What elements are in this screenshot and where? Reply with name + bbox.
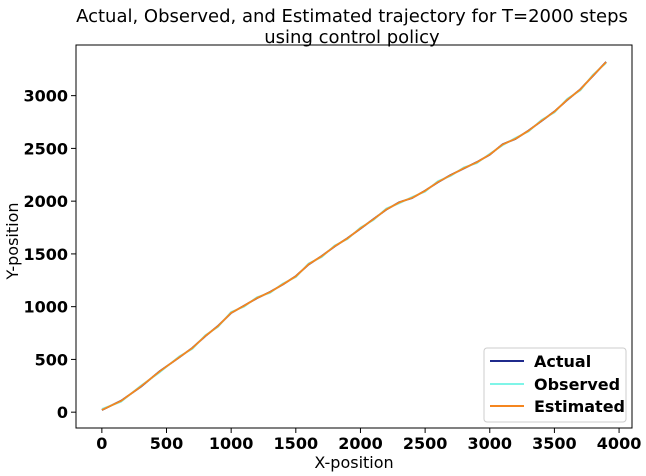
series-lines <box>101 61 607 411</box>
y-tick-label: 0 <box>57 403 68 422</box>
legend-box <box>483 347 627 423</box>
legend: Actual Observed Estimated <box>483 347 627 423</box>
x-tick-label: 1000 <box>209 434 254 453</box>
chart-subtitle: using control policy <box>264 27 440 48</box>
x-tick-label: 2500 <box>403 434 448 453</box>
x-tick-label: 500 <box>150 434 183 453</box>
chart-title: Actual, Observed, and Estimated trajecto… <box>76 6 628 27</box>
x-tick-label: 0 <box>96 434 107 453</box>
x-tick-label: 3000 <box>468 434 513 453</box>
x-tick-label: 1500 <box>274 434 319 453</box>
legend-label-actual: Actual <box>534 352 591 371</box>
series-line-estimated <box>101 61 607 411</box>
y-tick-label: 2500 <box>23 139 68 158</box>
y-tick-label: 2000 <box>23 192 68 211</box>
x-tick-label: 4000 <box>597 434 642 453</box>
y-tick-label: 1000 <box>23 298 68 317</box>
y-tick-label: 500 <box>35 350 68 369</box>
legend-label-observed: Observed <box>534 375 620 394</box>
legend-label-estimated: Estimated <box>534 397 625 416</box>
x-tick-label: 2000 <box>338 434 383 453</box>
y-tick-label: 3000 <box>23 87 68 106</box>
x-axis-ticks: 0 500 1000 1500 2000 2500 3000 3500 4000 <box>96 428 641 453</box>
y-tick-label: 1500 <box>23 245 68 264</box>
y-axis-label: Y-position <box>3 202 22 280</box>
x-axis-label: X-position <box>314 453 393 472</box>
plot-frame <box>75 44 633 429</box>
y-axis-ticks: 0 500 1000 1500 2000 2500 3000 <box>23 87 76 422</box>
x-tick-label: 3500 <box>532 434 577 453</box>
